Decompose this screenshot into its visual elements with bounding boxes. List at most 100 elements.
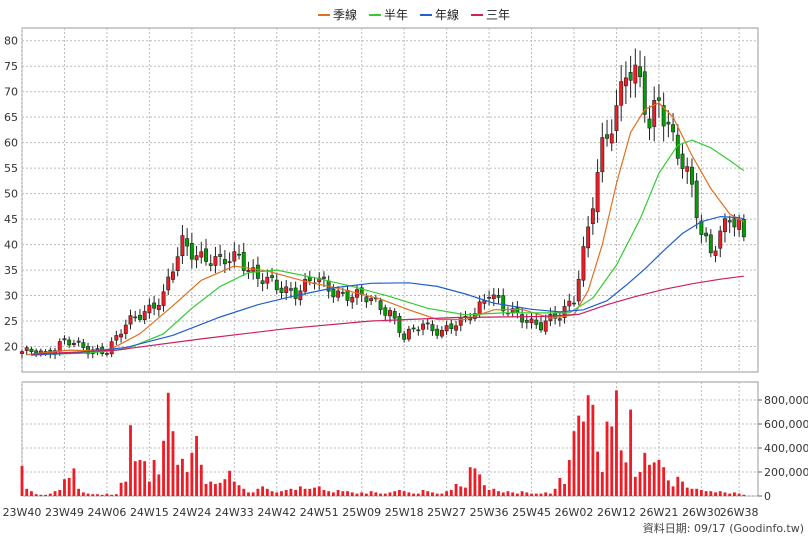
candle-body — [137, 314, 142, 320]
volume-bar — [652, 462, 656, 496]
volume-bar — [591, 404, 595, 496]
volume-bar — [91, 494, 95, 496]
volume-bar — [685, 487, 689, 496]
candle-body — [199, 251, 204, 258]
candle-body — [241, 251, 246, 271]
volume-bar — [525, 492, 529, 496]
volume-frame — [21, 381, 759, 497]
candle-body — [321, 276, 326, 279]
candle-body — [189, 243, 194, 260]
candle-body — [723, 218, 727, 233]
volume-bar — [331, 492, 335, 496]
candle-body — [685, 166, 690, 172]
volume-bar — [171, 431, 175, 496]
candle-body — [274, 279, 279, 291]
candle-body — [638, 66, 643, 78]
candle-body — [364, 296, 369, 303]
candle-body — [232, 251, 237, 262]
volume-bar — [152, 460, 156, 496]
candle-body — [142, 311, 147, 320]
volume-bar — [624, 462, 628, 496]
volume-bar — [25, 488, 29, 496]
candle-body — [416, 329, 421, 332]
volume-bar — [586, 395, 590, 496]
candle-body — [260, 280, 265, 284]
volume-bar — [270, 491, 274, 496]
volume-bar — [662, 467, 666, 496]
volume-bar — [138, 460, 142, 496]
volume-bar — [605, 421, 609, 496]
candle-body — [147, 304, 152, 314]
volume-bar — [48, 493, 52, 496]
candle-body — [293, 287, 298, 299]
candle-body — [737, 219, 742, 230]
candle-body — [614, 105, 619, 131]
candle-body — [704, 232, 709, 237]
volume-bar — [242, 488, 246, 496]
volume-bar — [567, 460, 571, 496]
volume-bar — [327, 491, 331, 496]
volume-bar — [44, 494, 48, 496]
volume-bar — [275, 492, 279, 496]
x-tick-label: 23W49 — [45, 506, 84, 519]
volume-bar — [284, 490, 288, 496]
x-axis: 23W40 23W49 24W06 24W15 24W24 24W33 24W42 24W51… — [3, 506, 759, 519]
candle-body — [279, 287, 284, 293]
volume-bar — [468, 467, 472, 496]
candle-body — [708, 234, 713, 254]
candle-body — [458, 317, 463, 326]
volume-bar — [699, 490, 703, 496]
volume-bar — [204, 484, 208, 496]
volume-bar — [737, 493, 741, 496]
candle-body — [671, 124, 676, 133]
volume-bar — [539, 493, 543, 496]
candle-body — [20, 351, 24, 354]
candle-body — [628, 72, 633, 81]
volume-bar — [572, 431, 576, 496]
volume-bar — [232, 481, 236, 496]
x-tick-label: 25W36 — [470, 506, 509, 519]
x-tick-label: 25W18 — [385, 506, 424, 519]
volume-bar — [369, 491, 373, 496]
volume-bar — [322, 490, 326, 496]
x-tick-label: 24W51 — [300, 506, 339, 519]
volume-bar — [558, 478, 562, 496]
candle-body — [600, 137, 605, 173]
volume-bar — [643, 452, 647, 496]
candle-body — [402, 333, 407, 340]
volume-bar — [482, 485, 486, 496]
ma-line-年線 — [31, 215, 744, 356]
candle-body — [152, 302, 157, 309]
candle-body — [543, 320, 548, 332]
volume-bar — [124, 481, 128, 496]
x-tick-label: 24W33 — [215, 506, 254, 519]
volume-bar — [190, 452, 194, 496]
candle-body — [104, 353, 109, 355]
y-tick-label: 40 — [4, 239, 18, 252]
candle-body — [204, 248, 208, 262]
volume-bar — [67, 478, 71, 496]
volume-bar — [176, 464, 180, 496]
candle-body — [619, 81, 624, 106]
volume-bar — [39, 494, 43, 496]
volume-bar — [723, 492, 727, 496]
volume-bar — [435, 493, 439, 496]
volume-bar — [280, 491, 283, 496]
candle-body — [123, 324, 128, 334]
volume-bar — [355, 493, 359, 496]
volume-bar — [346, 491, 349, 496]
legend-item: 季線 — [333, 7, 357, 22]
candle-body — [331, 288, 336, 298]
volume-bar — [34, 494, 38, 496]
y-tick-label: 70 — [4, 86, 18, 99]
volume-bar — [251, 492, 255, 496]
candle-body — [501, 295, 506, 312]
volume-bar — [704, 491, 708, 496]
candle-body — [586, 226, 591, 249]
candle-body — [67, 339, 72, 346]
candle-body — [539, 322, 543, 331]
x-tick-label: 24W24 — [172, 506, 211, 519]
volume-bar — [629, 409, 633, 496]
volume-bar — [86, 493, 90, 496]
